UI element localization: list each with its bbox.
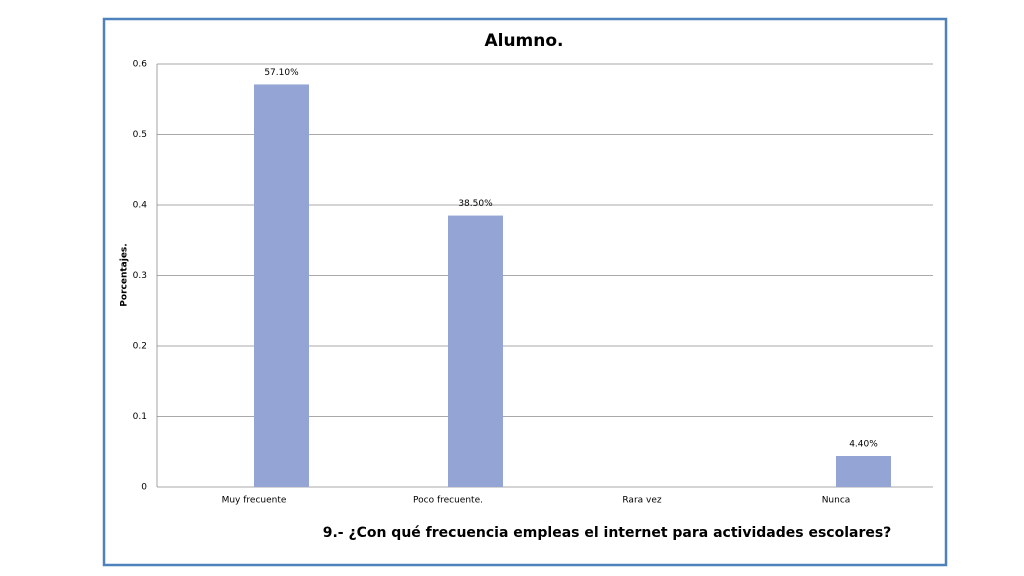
data-label: 38.50%	[458, 199, 493, 209]
y-tick-label: 0.6	[133, 60, 148, 70]
bar	[448, 215, 503, 487]
chart-title: Alumno.	[484, 31, 563, 51]
data-label: 4.40%	[849, 439, 878, 449]
bar	[254, 84, 309, 487]
y-tick-label: 0.1	[133, 412, 147, 422]
x-tick-label: Rara vez	[622, 496, 662, 506]
x-tick-label: Poco frecuente.	[413, 496, 483, 506]
y-tick-label: 0.4	[133, 201, 148, 211]
bar	[836, 455, 891, 487]
y-tick-label: 0.5	[133, 130, 147, 140]
y-tick-label: 0.3	[133, 271, 147, 281]
x-axis-label: 9.- ¿Con qué frecuencia empleas el inter…	[323, 525, 892, 541]
y-tick-label: 0.2	[133, 342, 147, 352]
chart-frame	[102, 17, 948, 567]
y-axis-label: Porcentajes.	[120, 243, 130, 306]
data-label: 57.10%	[264, 68, 299, 78]
y-tick-label: 0	[141, 483, 147, 493]
x-tick-label: Nunca	[822, 496, 851, 506]
x-tick-label: Muy frecuente	[222, 496, 287, 506]
